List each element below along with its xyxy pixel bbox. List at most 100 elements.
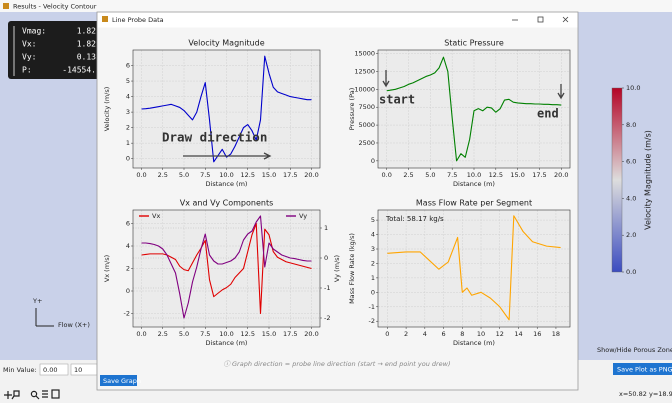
y-tick-label: -1 [369, 303, 375, 311]
series-line [141, 55, 312, 163]
x-tick-label: 8 [460, 330, 464, 338]
app-title: Results - Velocity Contour [13, 3, 97, 11]
x-tick-label: 7.5 [200, 171, 210, 179]
x-tick-label: 2.5 [158, 171, 168, 179]
plot-frame [377, 49, 571, 169]
x-tick-label: 4 [423, 330, 427, 338]
plot-frame [377, 209, 571, 328]
axis-y-label: Y+ [32, 297, 42, 305]
x-tick-label: 20.0 [304, 171, 318, 179]
tool-zoom[interactable] [30, 390, 38, 398]
y-tick-label: 2 [126, 124, 130, 132]
y-tick-label: 5 [126, 77, 130, 85]
min-input[interactable] [39, 363, 69, 376]
y-tick-label: 0 [126, 155, 130, 163]
x-tick-label: 0.0 [382, 171, 392, 179]
series-line [141, 215, 312, 319]
y-tick-label: 3 [371, 245, 375, 253]
plot-frame [132, 49, 321, 169]
plot-area [378, 210, 570, 327]
axis-x-label: Flow (X+) [58, 321, 90, 329]
probe-label: P: [22, 66, 32, 75]
footer-note: ⓘ Graph direction = probe line direction… [223, 360, 450, 368]
probe-label: Vmag: [22, 27, 46, 36]
colorbar-tick-label: 6.0 [626, 158, 636, 166]
toolbar [4, 389, 60, 400]
y-tick-label: 2 [126, 265, 130, 273]
annotation: start [379, 93, 415, 107]
y-tick-label: 4 [126, 93, 130, 101]
app-titlebar [0, 0, 672, 12]
y2-axis-label: Vy (m/s) [333, 255, 341, 282]
x-tick-label: 17.5 [283, 330, 297, 338]
x-tick-label: 15.0 [510, 171, 524, 179]
y-axis-label: Mass Flow Rate (kg/s) [348, 233, 356, 304]
y-tick-label: 1 [126, 139, 130, 147]
annotation: Total: 58.17 kg/s [385, 215, 444, 223]
colorbar-label: Velocity Magnitude (m/s) [644, 130, 653, 230]
close[interactable] [562, 16, 569, 23]
x-tick-label: 15.0 [262, 330, 276, 338]
colorbar-gradient [611, 87, 623, 273]
x-tick-label: 5.0 [179, 330, 189, 338]
min-value: 0.00 [43, 366, 57, 374]
y-axis-label: Vx (m/s) [103, 255, 111, 282]
y-tick-label: 7500 [358, 103, 375, 111]
x-tick-label: 12 [496, 330, 504, 338]
y-axis-label: Pressure (Pa) [348, 88, 356, 131]
colorbar: 10.0 8.0 6.0 4.0 2.0 0.0 Velocity Magnitude (m… [611, 84, 653, 276]
dialog-titlebar [97, 12, 578, 28]
max-value: 10 [74, 366, 82, 374]
save-png-text: Save Plot as PNG [617, 366, 672, 374]
legend-label: Vx [152, 212, 160, 220]
maximize[interactable] [537, 16, 544, 23]
probe-value: 1.82 [77, 40, 96, 49]
porous-button[interactable]: Show/Hide Porous Zones [597, 346, 672, 354]
x-tick-label: 10 [477, 330, 485, 338]
y2-tick-label: -1 [324, 284, 330, 292]
x-tick-label: 20.0 [304, 330, 318, 338]
x-tick-label: 5.0 [425, 171, 435, 179]
probe-value: 1.82 [77, 27, 96, 36]
x-tick-label: 20.0 [554, 171, 568, 179]
y-axis-label: Velocity (m/s) [103, 87, 111, 132]
save-png-button[interactable] [613, 363, 672, 375]
colorbar-tick-label: 4.0 [626, 194, 636, 202]
series-line [387, 215, 561, 321]
y-tick-label: 1 [371, 274, 375, 282]
annotation-arrow [382, 70, 390, 88]
save-graph-button[interactable] [100, 375, 137, 386]
y-tick-label: 4 [126, 242, 130, 250]
y-tick-label: -2 [124, 310, 130, 318]
y-tick-label: 4 [371, 231, 375, 239]
probe-overlay [8, 21, 100, 79]
x-tick-label: 15.0 [262, 171, 276, 179]
x-tick-label: 0.0 [136, 330, 146, 338]
x-tick-label: 2.5 [403, 171, 413, 179]
probe-label: Vx: [22, 40, 36, 49]
tool-home[interactable] [11, 390, 20, 400]
probe-value: 0.13 [77, 53, 96, 62]
probe-values: Vmag: 1.82 Vx: 1.82 Vy: 0.13 P: -14554. [22, 27, 96, 75]
y-tick-label: 0 [371, 157, 375, 165]
plot-frame [132, 209, 321, 328]
annotation-arrow [557, 84, 565, 100]
y-tick-label: 10000 [354, 85, 375, 93]
min-value-label: Min Value: [3, 366, 37, 374]
save-graph-text: Save Graph [103, 377, 141, 385]
y-tick-label: 2 [371, 259, 375, 267]
colorbar-tick-label: 10.0 [626, 84, 640, 92]
x-tick-label: 10.0 [467, 171, 481, 179]
chart-title: Vx and Vy Components [180, 199, 274, 208]
y2-tick-label: -2 [324, 314, 330, 322]
x-tick-label: 2.5 [158, 330, 168, 338]
y-tick-label: 5 [371, 216, 375, 224]
charts: 0.0 2.5 5.0 7.5 10.0 12.5 15.0 17.5 20.00123456V… [103, 39, 571, 347]
series-line [386, 56, 562, 162]
y-tick-label: 12500 [354, 67, 375, 75]
x-tick-label: 2 [404, 330, 408, 338]
tool-save[interactable] [51, 389, 60, 399]
tool-config[interactable] [42, 390, 48, 398]
x-tick-label: 12.5 [241, 171, 255, 179]
tool-pan[interactable] [4, 391, 12, 399]
